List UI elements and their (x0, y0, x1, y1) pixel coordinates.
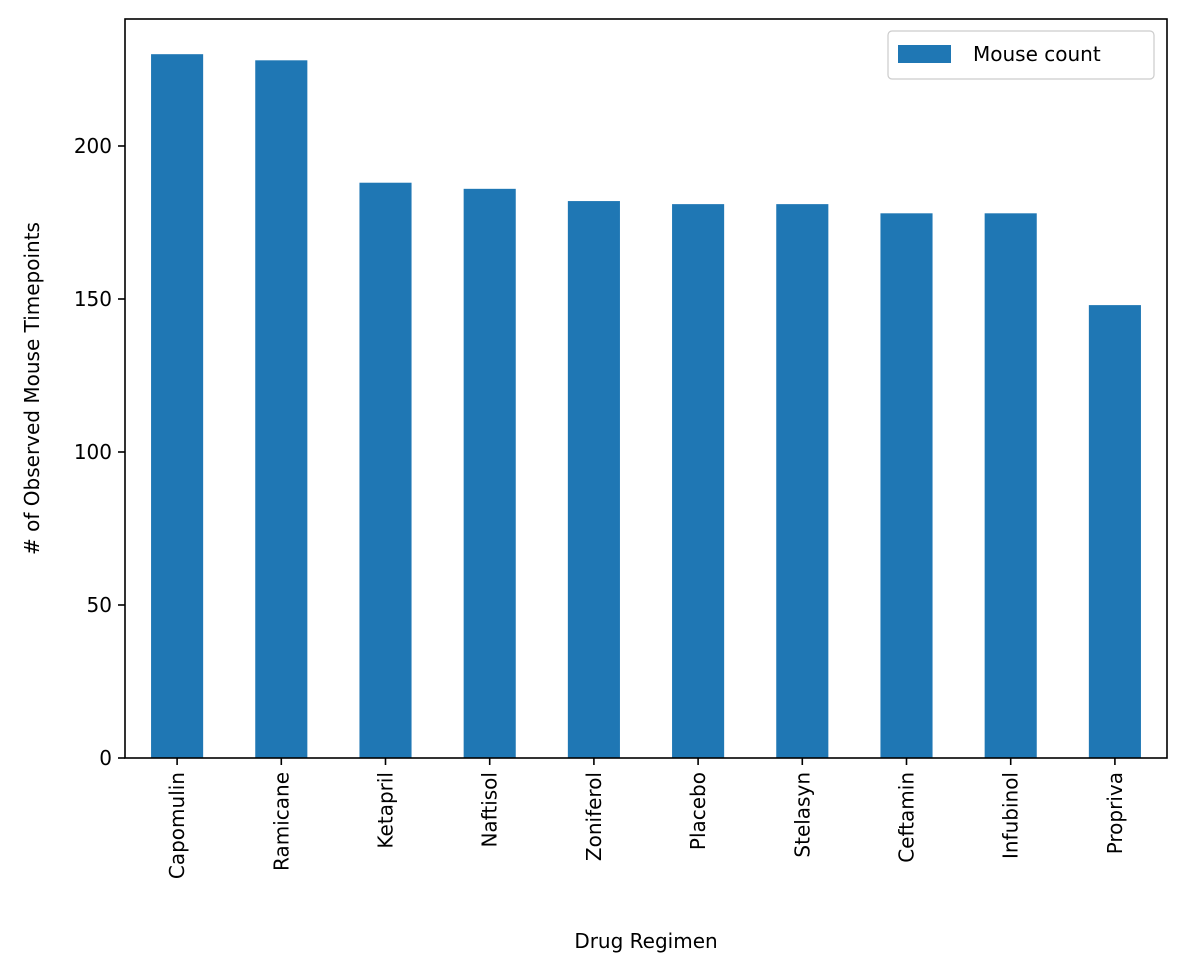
x-tick-label: Zoniferol (582, 772, 606, 861)
plot-frame (124, 18, 1168, 759)
y-tick-label: 200 (74, 134, 112, 158)
bar-ceftamin (880, 213, 933, 758)
x-tick-label: Ramicane (269, 772, 293, 871)
legend-swatch (898, 45, 951, 63)
legend-box (887, 30, 1155, 80)
x-tick-label: Propriva (1103, 772, 1127, 854)
x-tick-label: Infubinol (999, 772, 1023, 859)
tick-group: Capomulin Ramicane Ketapril Naftisol Zonifer… (74, 134, 1127, 879)
x-tick-label: Ketapril (374, 772, 398, 849)
y-tick-label: 50 (87, 593, 112, 617)
bar-stelasyn (776, 204, 829, 758)
x-tick-label: Naftisol (478, 772, 502, 848)
x-axis-label: Drug Regimen (574, 929, 717, 953)
x-tick-label: Ceftamin (895, 772, 919, 863)
bar-zoniferol (567, 201, 620, 758)
x-tick-label: Capomulin (165, 772, 189, 879)
bar-ramicane (255, 60, 308, 759)
bar-group (151, 54, 1141, 759)
legend-label: Mouse count (973, 42, 1101, 66)
x-tick-label: Stelasyn (790, 772, 814, 858)
bar-naftisol (463, 188, 516, 758)
bar-capomulin (151, 54, 204, 758)
x-tick-label: Placebo (686, 772, 710, 850)
y-tick-label: 0 (99, 746, 112, 770)
y-axis-label: # of Observed Mouse Timepoints (20, 222, 44, 555)
legend: Mouse count (887, 30, 1155, 80)
y-tick-label: 100 (74, 440, 112, 464)
bar-propriva (1088, 305, 1141, 758)
bar-infubinol (984, 213, 1037, 758)
bar-placebo (672, 204, 725, 758)
bar-ketapril (359, 182, 412, 758)
y-tick-label: 150 (74, 287, 112, 311)
